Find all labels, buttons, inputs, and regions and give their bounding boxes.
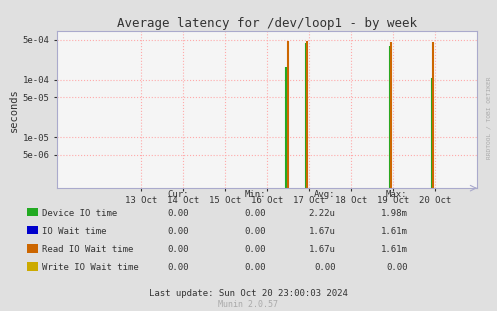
Text: Device IO time: Device IO time (42, 208, 117, 217)
Text: 0.00: 0.00 (314, 262, 335, 272)
Text: 1.61m: 1.61m (381, 226, 408, 235)
Text: Read IO Wait time: Read IO Wait time (42, 244, 134, 253)
Text: 0.00: 0.00 (245, 262, 266, 272)
Text: 0.00: 0.00 (386, 262, 408, 272)
Text: Min:: Min: (245, 190, 266, 199)
Title: Average latency for /dev/loop1 - by week: Average latency for /dev/loop1 - by week (117, 17, 417, 30)
Text: 1.67u: 1.67u (309, 226, 335, 235)
Text: Cur:: Cur: (167, 190, 189, 199)
Text: RRDTOOL / TOBI OETIKER: RRDTOOL / TOBI OETIKER (486, 77, 491, 160)
Text: 0.00: 0.00 (167, 244, 189, 253)
Text: Avg:: Avg: (314, 190, 335, 199)
Text: 0.00: 0.00 (245, 226, 266, 235)
Text: Munin 2.0.57: Munin 2.0.57 (219, 300, 278, 309)
Text: Last update: Sun Oct 20 23:00:03 2024: Last update: Sun Oct 20 23:00:03 2024 (149, 289, 348, 298)
Text: Write IO Wait time: Write IO Wait time (42, 262, 139, 272)
Text: 0.00: 0.00 (167, 262, 189, 272)
Y-axis label: seconds: seconds (8, 88, 18, 132)
Text: 0.00: 0.00 (245, 208, 266, 217)
Text: 1.98m: 1.98m (381, 208, 408, 217)
Text: 0.00: 0.00 (167, 208, 189, 217)
Text: 1.61m: 1.61m (381, 244, 408, 253)
Text: 2.22u: 2.22u (309, 208, 335, 217)
Text: 1.67u: 1.67u (309, 244, 335, 253)
Text: 0.00: 0.00 (167, 226, 189, 235)
Text: 0.00: 0.00 (245, 244, 266, 253)
Text: IO Wait time: IO Wait time (42, 226, 107, 235)
Text: Max:: Max: (386, 190, 408, 199)
